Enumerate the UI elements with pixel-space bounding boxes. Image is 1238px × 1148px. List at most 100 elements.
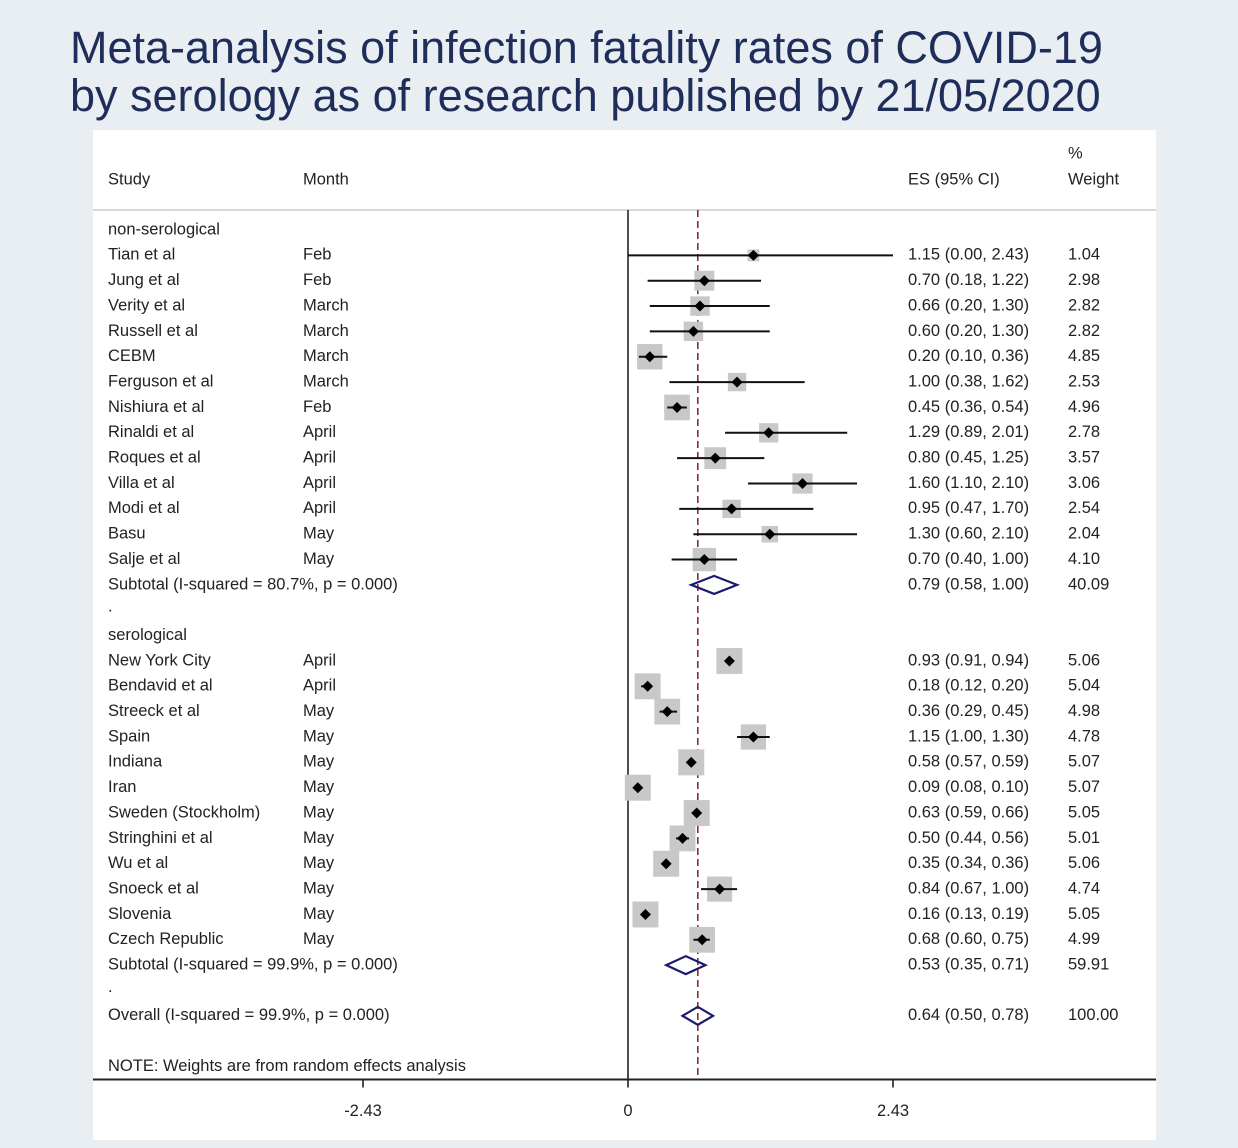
separator-mark: . [108, 978, 113, 996]
study-point-estimate [696, 934, 708, 946]
x-axis-tick-label: -2.43 [344, 1102, 382, 1120]
study-month: May [303, 854, 335, 872]
study-month: March [303, 347, 349, 365]
study-es-ci: 1.60 (1.10, 2.10) [908, 474, 1029, 492]
study-weight: 2.54 [1068, 499, 1100, 517]
study-month: May [303, 550, 335, 568]
study-weight: 4.96 [1068, 398, 1100, 416]
x-axis-tick-label: 2.43 [877, 1102, 909, 1120]
separator-mark: . [108, 598, 113, 616]
study-weight: 4.99 [1068, 930, 1100, 948]
study-weight: 3.06 [1068, 474, 1100, 492]
study-es-ci: 0.18 (0.12, 0.20) [908, 677, 1029, 695]
subtotal-weight: 40.09 [1068, 575, 1109, 593]
study-weight: 5.04 [1068, 677, 1100, 695]
study-name: CEBM [108, 347, 156, 365]
study-es-ci: 0.66 (0.20, 1.30) [908, 296, 1029, 314]
study-name: Iran [108, 778, 136, 796]
study-month: March [303, 372, 349, 390]
study-point-estimate [671, 401, 683, 413]
forest-plot-panel: Study Month ES (95% CI)% Weight non-serologi… [93, 130, 1156, 1140]
study-point-estimate [687, 325, 699, 337]
study-point-estimate [698, 275, 710, 287]
study-point-estimate [685, 756, 697, 768]
study-weight: 4.98 [1068, 702, 1100, 720]
study-es-ci: 1.00 (0.38, 1.62) [908, 372, 1029, 390]
header-month: Month [303, 170, 349, 188]
study-point-estimate [764, 528, 776, 540]
study-name: Slovenia [108, 905, 172, 923]
study-es-ci: 1.15 (1.00, 1.30) [908, 727, 1029, 745]
study-weight: 5.05 [1068, 803, 1100, 821]
study-weight: 5.06 [1068, 651, 1100, 669]
study-es-ci: 0.70 (0.18, 1.22) [908, 271, 1029, 289]
study-name: Bendavid et al [108, 677, 213, 695]
study-point-estimate [661, 706, 673, 718]
study-month: April [303, 651, 336, 669]
study-weight: 2.82 [1068, 296, 1100, 314]
study-name: Tian et al [108, 246, 175, 264]
overall-weight: 100.00 [1068, 1006, 1118, 1024]
chart-title: Meta-analysis of infection fatality rate… [70, 24, 1220, 120]
study-name: Stringhini et al [108, 829, 213, 847]
study-month: Feb [303, 271, 331, 289]
study-month: April [303, 499, 336, 517]
study-es-ci: 0.95 (0.47, 1.70) [908, 499, 1029, 517]
study-name: Salje et al [108, 550, 180, 568]
study-point-estimate [691, 807, 703, 819]
study-name: Indiana [108, 753, 163, 771]
study-month: Feb [303, 246, 331, 264]
subtotal-diamond [663, 954, 709, 976]
study-name: Jung et al [108, 271, 180, 289]
study-name: Sweden (Stockholm) [108, 803, 260, 821]
study-name: Ferguson et al [108, 372, 213, 390]
study-weight: 4.74 [1068, 879, 1100, 897]
group-label: non-serological [108, 220, 220, 238]
study-weight: 4.85 [1068, 347, 1100, 365]
study-point-estimate [632, 782, 644, 794]
study-name: Rinaldi et al [108, 423, 194, 441]
header-weight: Weight [1068, 170, 1119, 188]
study-name: Spain [108, 727, 150, 745]
study-month: April [303, 423, 336, 441]
study-es-ci: 0.58 (0.57, 0.59) [908, 753, 1029, 771]
overall-diamond [680, 1005, 716, 1027]
study-point-estimate [660, 858, 672, 870]
study-month: May [303, 829, 335, 847]
study-weight: 2.53 [1068, 372, 1100, 390]
study-name: Basu [108, 525, 146, 543]
header-study: Study [108, 170, 151, 188]
study-name: Roques et al [108, 449, 201, 467]
study-month: May [303, 879, 335, 897]
study-es-ci: 0.45 (0.36, 0.54) [908, 398, 1029, 416]
study-name: New York City [108, 651, 211, 669]
study-es-ci: 0.93 (0.91, 0.94) [908, 651, 1029, 669]
study-month: April [303, 474, 336, 492]
study-point-estimate [796, 478, 808, 489]
subtotal-weight: 59.91 [1068, 956, 1109, 974]
study-name: Russell et al [108, 322, 198, 340]
study-name: Verity et al [108, 296, 185, 314]
study-weight: 5.05 [1068, 905, 1100, 923]
study-month: Feb [303, 398, 331, 416]
study-weight: 4.10 [1068, 550, 1100, 568]
study-es-ci: 0.63 (0.59, 0.66) [908, 803, 1029, 821]
study-weight: 5.07 [1068, 753, 1100, 771]
subtotal-diamond [688, 574, 741, 596]
study-name: Snoeck et al [108, 879, 199, 897]
chart-title-line-1: Meta-analysis of infection fatality rate… [70, 22, 1103, 73]
study-es-ci: 1.15 (0.00, 2.43) [908, 246, 1029, 264]
study-month: April [303, 677, 336, 695]
study-month: May [303, 753, 335, 771]
overall-label: Overall (I-squared = 99.9%, p = 0.000) [108, 1006, 390, 1024]
study-es-ci: 0.20 (0.10, 0.36) [908, 347, 1029, 365]
study-es-ci: 0.36 (0.29, 0.45) [908, 702, 1029, 720]
study-point-estimate [731, 376, 743, 388]
subtotal-label: Subtotal (I-squared = 99.9%, p = 0.000) [108, 956, 398, 974]
study-es-ci: 1.30 (0.60, 2.10) [908, 525, 1029, 543]
study-point-estimate [709, 452, 721, 464]
study-name: Czech Republic [108, 930, 224, 948]
study-point-estimate [747, 731, 759, 743]
study-point-estimate [747, 249, 759, 261]
study-month: May [303, 525, 335, 543]
